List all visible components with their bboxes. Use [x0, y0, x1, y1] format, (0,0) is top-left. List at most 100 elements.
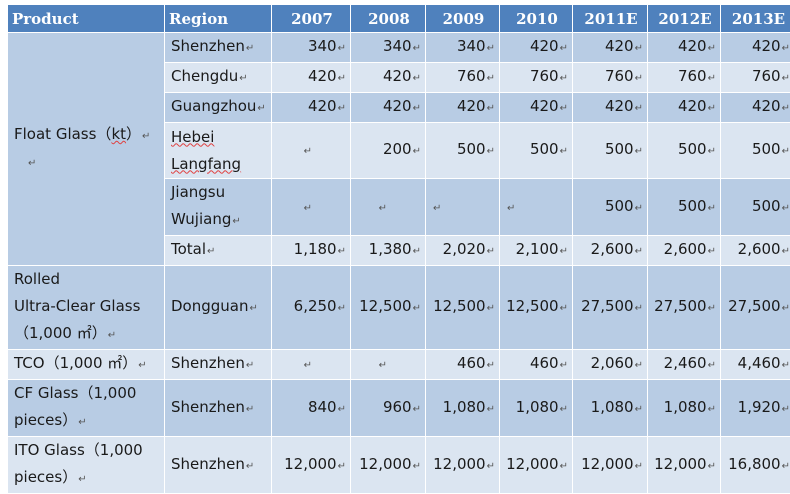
value-cell: 12,000↵	[573, 437, 648, 494]
value-cell: 420↵	[272, 93, 351, 123]
value-cell: 500↵	[573, 179, 648, 236]
paragraph-mark-icon: ↵	[28, 158, 36, 169]
value-cell: 2,600↵	[648, 236, 721, 266]
product-float-glass: Float Glass（kt）↵ ↵	[8, 33, 165, 266]
product-unit: kt	[111, 125, 126, 143]
value-cell: 500↵	[648, 179, 721, 236]
value-cell: 460↵	[426, 350, 500, 380]
value-cell: 1,180↵	[272, 236, 351, 266]
product-label-end: ）	[126, 125, 141, 143]
value-cell: 27,500↵	[721, 266, 790, 350]
header-year: 2010	[500, 5, 573, 33]
value-cell: 1,380↵	[351, 236, 426, 266]
value-cell: 2,020↵	[426, 236, 500, 266]
value-cell: 420↵	[351, 63, 426, 93]
value-cell: 500↵	[500, 123, 573, 179]
value-cell: 420↵	[272, 63, 351, 93]
value-cell: 420↵	[648, 93, 721, 123]
region-cell: Guangzhou↵	[165, 93, 272, 123]
value-cell: 420↵	[573, 33, 648, 63]
value-cell: 420↵	[500, 93, 573, 123]
region-cell: Total↵	[165, 236, 272, 266]
value-cell: 16,800↵	[721, 437, 790, 494]
header-year: 2012E	[648, 5, 721, 33]
value-cell: 2,600↵	[573, 236, 648, 266]
value-cell: 1,080↵	[500, 380, 573, 437]
value-cell: ↵	[351, 350, 426, 380]
value-cell: 420↵	[426, 93, 500, 123]
value-cell: 27,500↵	[648, 266, 721, 350]
value-cell: 500↵	[721, 123, 790, 179]
value-cell: 420↵	[721, 33, 790, 63]
value-cell: 6,250↵	[272, 266, 351, 350]
value-cell: 2,460↵	[648, 350, 721, 380]
region-cell: Shenzhen↵	[165, 33, 272, 63]
region-cell: Shenzhen↵	[165, 350, 272, 380]
value-cell: 760↵	[721, 63, 790, 93]
header-year: 2009	[426, 5, 500, 33]
document-page: Product Region 2007 2008 2009 2010 2011E…	[0, 0, 790, 477]
value-cell: 760↵	[426, 63, 500, 93]
value-cell: 12,500↵	[500, 266, 573, 350]
value-cell: ↵	[426, 179, 500, 236]
header-product: Product	[8, 5, 165, 33]
value-cell: 340↵	[426, 33, 500, 63]
value-cell: ↵	[500, 179, 573, 236]
value-cell: 840↵	[272, 380, 351, 437]
value-cell: 1,080↵	[426, 380, 500, 437]
value-cell: 27,500↵	[573, 266, 648, 350]
region-cell: Shenzhen↵	[165, 380, 272, 437]
value-cell: 460↵	[500, 350, 573, 380]
value-cell: 960↵	[351, 380, 426, 437]
value-cell: ↵	[272, 123, 351, 179]
value-cell: 420↵	[573, 93, 648, 123]
value-cell: 760↵	[573, 63, 648, 93]
value-cell: 500↵	[721, 179, 790, 236]
value-cell: 2,100↵	[500, 236, 573, 266]
value-cell: 1,080↵	[573, 380, 648, 437]
table-row: Float Glass（kt）↵ ↵ Shenzhen↵ 340↵ 340↵ 3…	[8, 33, 790, 63]
value-cell: 12,000↵	[426, 437, 500, 494]
region-cell: Chengdu↵	[165, 63, 272, 93]
header-region: Region	[165, 5, 272, 33]
value-cell: 12,000↵	[272, 437, 351, 494]
product-tco: TCO（1,000 ㎡）↵	[8, 350, 165, 380]
value-cell: 12,500↵	[351, 266, 426, 350]
table-row: TCO（1,000 ㎡）↵ Shenzhen↵ ↵ ↵ 460↵ 460↵ 2,…	[8, 350, 790, 380]
header-year: 2013E	[721, 5, 790, 33]
value-cell: 760↵	[500, 63, 573, 93]
value-cell: 420↵	[351, 93, 426, 123]
region-cell: Dongguan↵	[165, 266, 272, 350]
paragraph-mark-icon: ↵	[246, 43, 254, 54]
product-label: Float Glass（	[14, 125, 111, 143]
value-cell: 500↵	[426, 123, 500, 179]
value-cell: 1,920↵	[721, 380, 790, 437]
region-cell: Shenzhen↵	[165, 437, 272, 494]
value-cell: 420↵	[648, 33, 721, 63]
value-cell: 12,000↵	[500, 437, 573, 494]
value-cell: 760↵	[648, 63, 721, 93]
header-year: 2011E	[573, 5, 648, 33]
value-cell: ↵	[351, 179, 426, 236]
value-cell: 340↵	[272, 33, 351, 63]
value-cell: 500↵	[573, 123, 648, 179]
value-cell: 500↵	[648, 123, 721, 179]
header-row: Product Region 2007 2008 2009 2010 2011E…	[8, 5, 790, 33]
value-cell: ↵	[272, 350, 351, 380]
value-cell: 2,060↵	[573, 350, 648, 380]
header-year: 2007	[272, 5, 351, 33]
value-cell: 4,460↵	[721, 350, 790, 380]
value-cell: 2,600↵	[721, 236, 790, 266]
value-cell: 1,080↵	[648, 380, 721, 437]
value-cell: 12,500↵	[426, 266, 500, 350]
value-cell: ↵	[272, 179, 351, 236]
value-cell: 200↵	[351, 123, 426, 179]
